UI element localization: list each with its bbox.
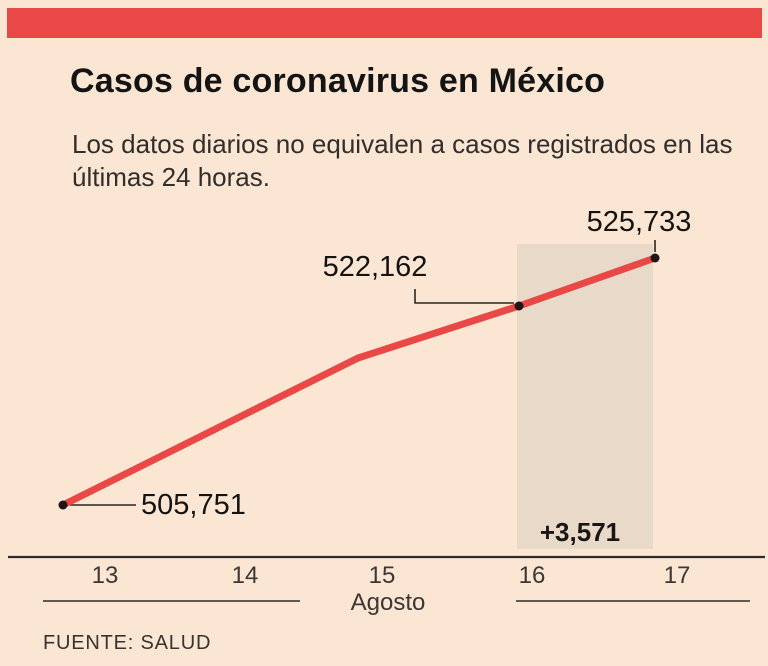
- x-tick-15: 15: [368, 562, 396, 589]
- x-tick-13: 13: [91, 562, 119, 589]
- value-label-aug16: 522,162: [322, 251, 428, 283]
- page-title: Casos de coronavirus en México: [70, 62, 606, 100]
- chart-subtitle-line2: últimas 24 horas.: [72, 162, 270, 192]
- x-tick-17: 17: [663, 562, 691, 589]
- value-label-aug13: 505,751: [141, 489, 246, 521]
- delta-annotation: +3,571: [539, 517, 621, 547]
- data-point-aug16: [514, 301, 524, 311]
- value-label-aug17: 525,733: [586, 206, 692, 238]
- cases-line: [59, 254, 659, 509]
- x-tick-16: 16: [518, 562, 546, 589]
- connector-aug16: [414, 289, 514, 304]
- top-accent-bar: [7, 8, 762, 38]
- x-axis-month-label: Agosto: [350, 589, 426, 616]
- data-point-aug13: [58, 500, 68, 510]
- source-credit: FUENTE: SALUD: [43, 632, 212, 654]
- x-tick-14: 14: [231, 562, 259, 589]
- chart-subtitle-line1: Los datos diarios no equivalen a casos r…: [72, 129, 733, 159]
- chart-subtitle: Los datos diarios no equivalen a casos r…: [72, 128, 733, 194]
- data-point-aug17: [650, 253, 660, 263]
- highlight-region-aug16-17: [517, 244, 653, 549]
